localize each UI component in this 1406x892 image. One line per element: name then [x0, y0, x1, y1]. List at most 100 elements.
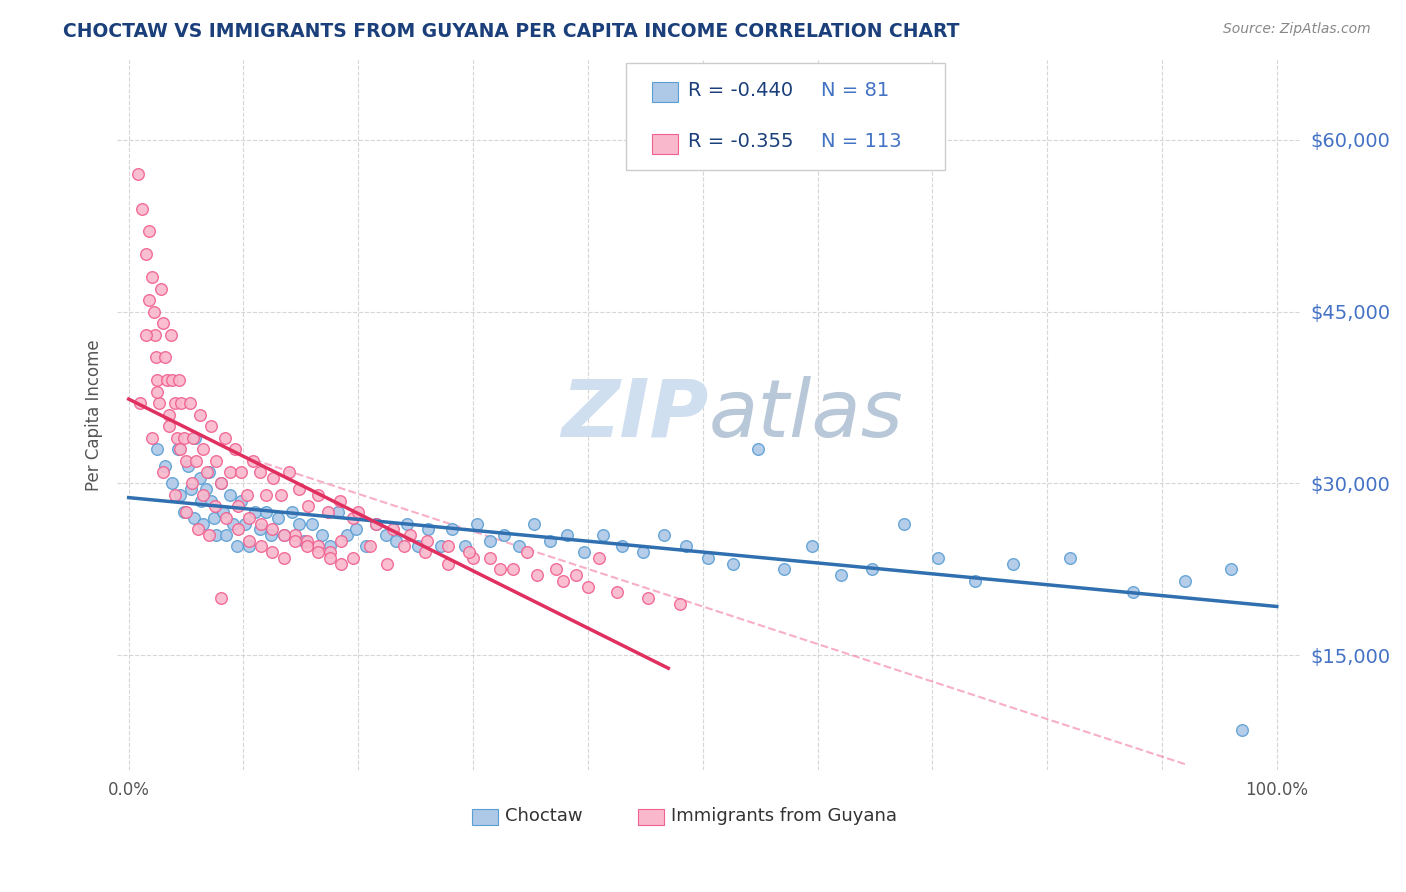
Point	[273, 528, 295, 542]
Point	[242, 453, 264, 467]
Point	[167, 442, 190, 456]
Point	[461, 550, 484, 565]
Point	[830, 568, 852, 582]
Point	[209, 476, 232, 491]
Point	[188, 471, 211, 485]
Point	[148, 396, 170, 410]
Point	[142, 304, 165, 318]
Point	[606, 585, 628, 599]
Point	[330, 533, 353, 548]
Point	[236, 488, 259, 502]
Point	[149, 282, 172, 296]
Point	[155, 373, 177, 387]
Text: R = -0.440: R = -0.440	[689, 80, 793, 100]
Text: Immigrants from Guyana: Immigrants from Guyana	[671, 807, 897, 825]
Point	[963, 574, 986, 588]
Point	[454, 540, 477, 554]
Point	[193, 488, 215, 502]
Point	[233, 516, 256, 531]
Point	[231, 493, 253, 508]
Point	[893, 516, 915, 531]
Point	[174, 453, 197, 467]
Point	[180, 482, 202, 496]
Point	[342, 550, 364, 565]
Point	[205, 528, 228, 542]
Point	[330, 557, 353, 571]
Point	[927, 550, 949, 565]
Point	[200, 419, 222, 434]
Point	[129, 396, 152, 410]
Point	[131, 202, 153, 216]
Point	[637, 591, 659, 605]
Point	[238, 533, 260, 548]
Point	[238, 540, 260, 554]
Point	[177, 459, 200, 474]
Point	[284, 533, 307, 548]
Point	[375, 557, 398, 571]
Point	[256, 488, 278, 502]
FancyBboxPatch shape	[626, 63, 945, 169]
Point	[668, 597, 690, 611]
Point	[225, 540, 247, 554]
Point	[295, 540, 318, 554]
Point	[437, 540, 460, 554]
Point	[138, 224, 160, 238]
Point	[256, 505, 278, 519]
Text: R = -0.355: R = -0.355	[689, 132, 794, 151]
Point	[1232, 723, 1254, 737]
Point	[222, 516, 245, 531]
Point	[516, 545, 538, 559]
Point	[364, 516, 387, 531]
Point	[273, 550, 295, 565]
Point	[193, 516, 215, 531]
Text: ZIP: ZIP	[561, 376, 709, 454]
Point	[318, 505, 340, 519]
Point	[1059, 550, 1081, 565]
Point	[135, 247, 157, 261]
Point	[183, 511, 205, 525]
Point	[166, 431, 188, 445]
Point	[588, 550, 610, 565]
Point	[243, 505, 266, 519]
Point	[631, 545, 654, 559]
Point	[152, 465, 174, 479]
Point	[592, 528, 614, 542]
Point	[800, 540, 823, 554]
Point	[155, 351, 177, 365]
Point	[457, 545, 479, 559]
Point	[1001, 557, 1024, 571]
Point	[190, 493, 212, 508]
Point	[860, 562, 883, 576]
Point	[1219, 562, 1241, 576]
Point	[249, 465, 271, 479]
Point	[416, 533, 439, 548]
Point	[267, 511, 290, 525]
Point	[209, 476, 232, 491]
Point	[209, 591, 232, 605]
Point	[329, 493, 352, 508]
Point	[224, 442, 246, 456]
Point	[260, 528, 283, 542]
Point	[141, 431, 163, 445]
Point	[174, 505, 197, 519]
Point	[347, 505, 370, 519]
Text: atlas: atlas	[709, 376, 903, 454]
Point	[318, 540, 340, 554]
Point	[204, 500, 226, 514]
Point	[143, 327, 166, 342]
Point	[188, 408, 211, 422]
Point	[526, 568, 548, 582]
Point	[1122, 585, 1144, 599]
Point	[278, 465, 301, 479]
Point	[721, 557, 744, 571]
Point	[163, 488, 186, 502]
Point	[262, 471, 284, 485]
Point	[297, 500, 319, 514]
Point	[508, 540, 530, 554]
Point	[146, 384, 169, 399]
Point	[127, 167, 149, 181]
Point	[576, 580, 599, 594]
Point	[198, 465, 221, 479]
Point	[215, 511, 238, 525]
Point	[202, 511, 225, 525]
